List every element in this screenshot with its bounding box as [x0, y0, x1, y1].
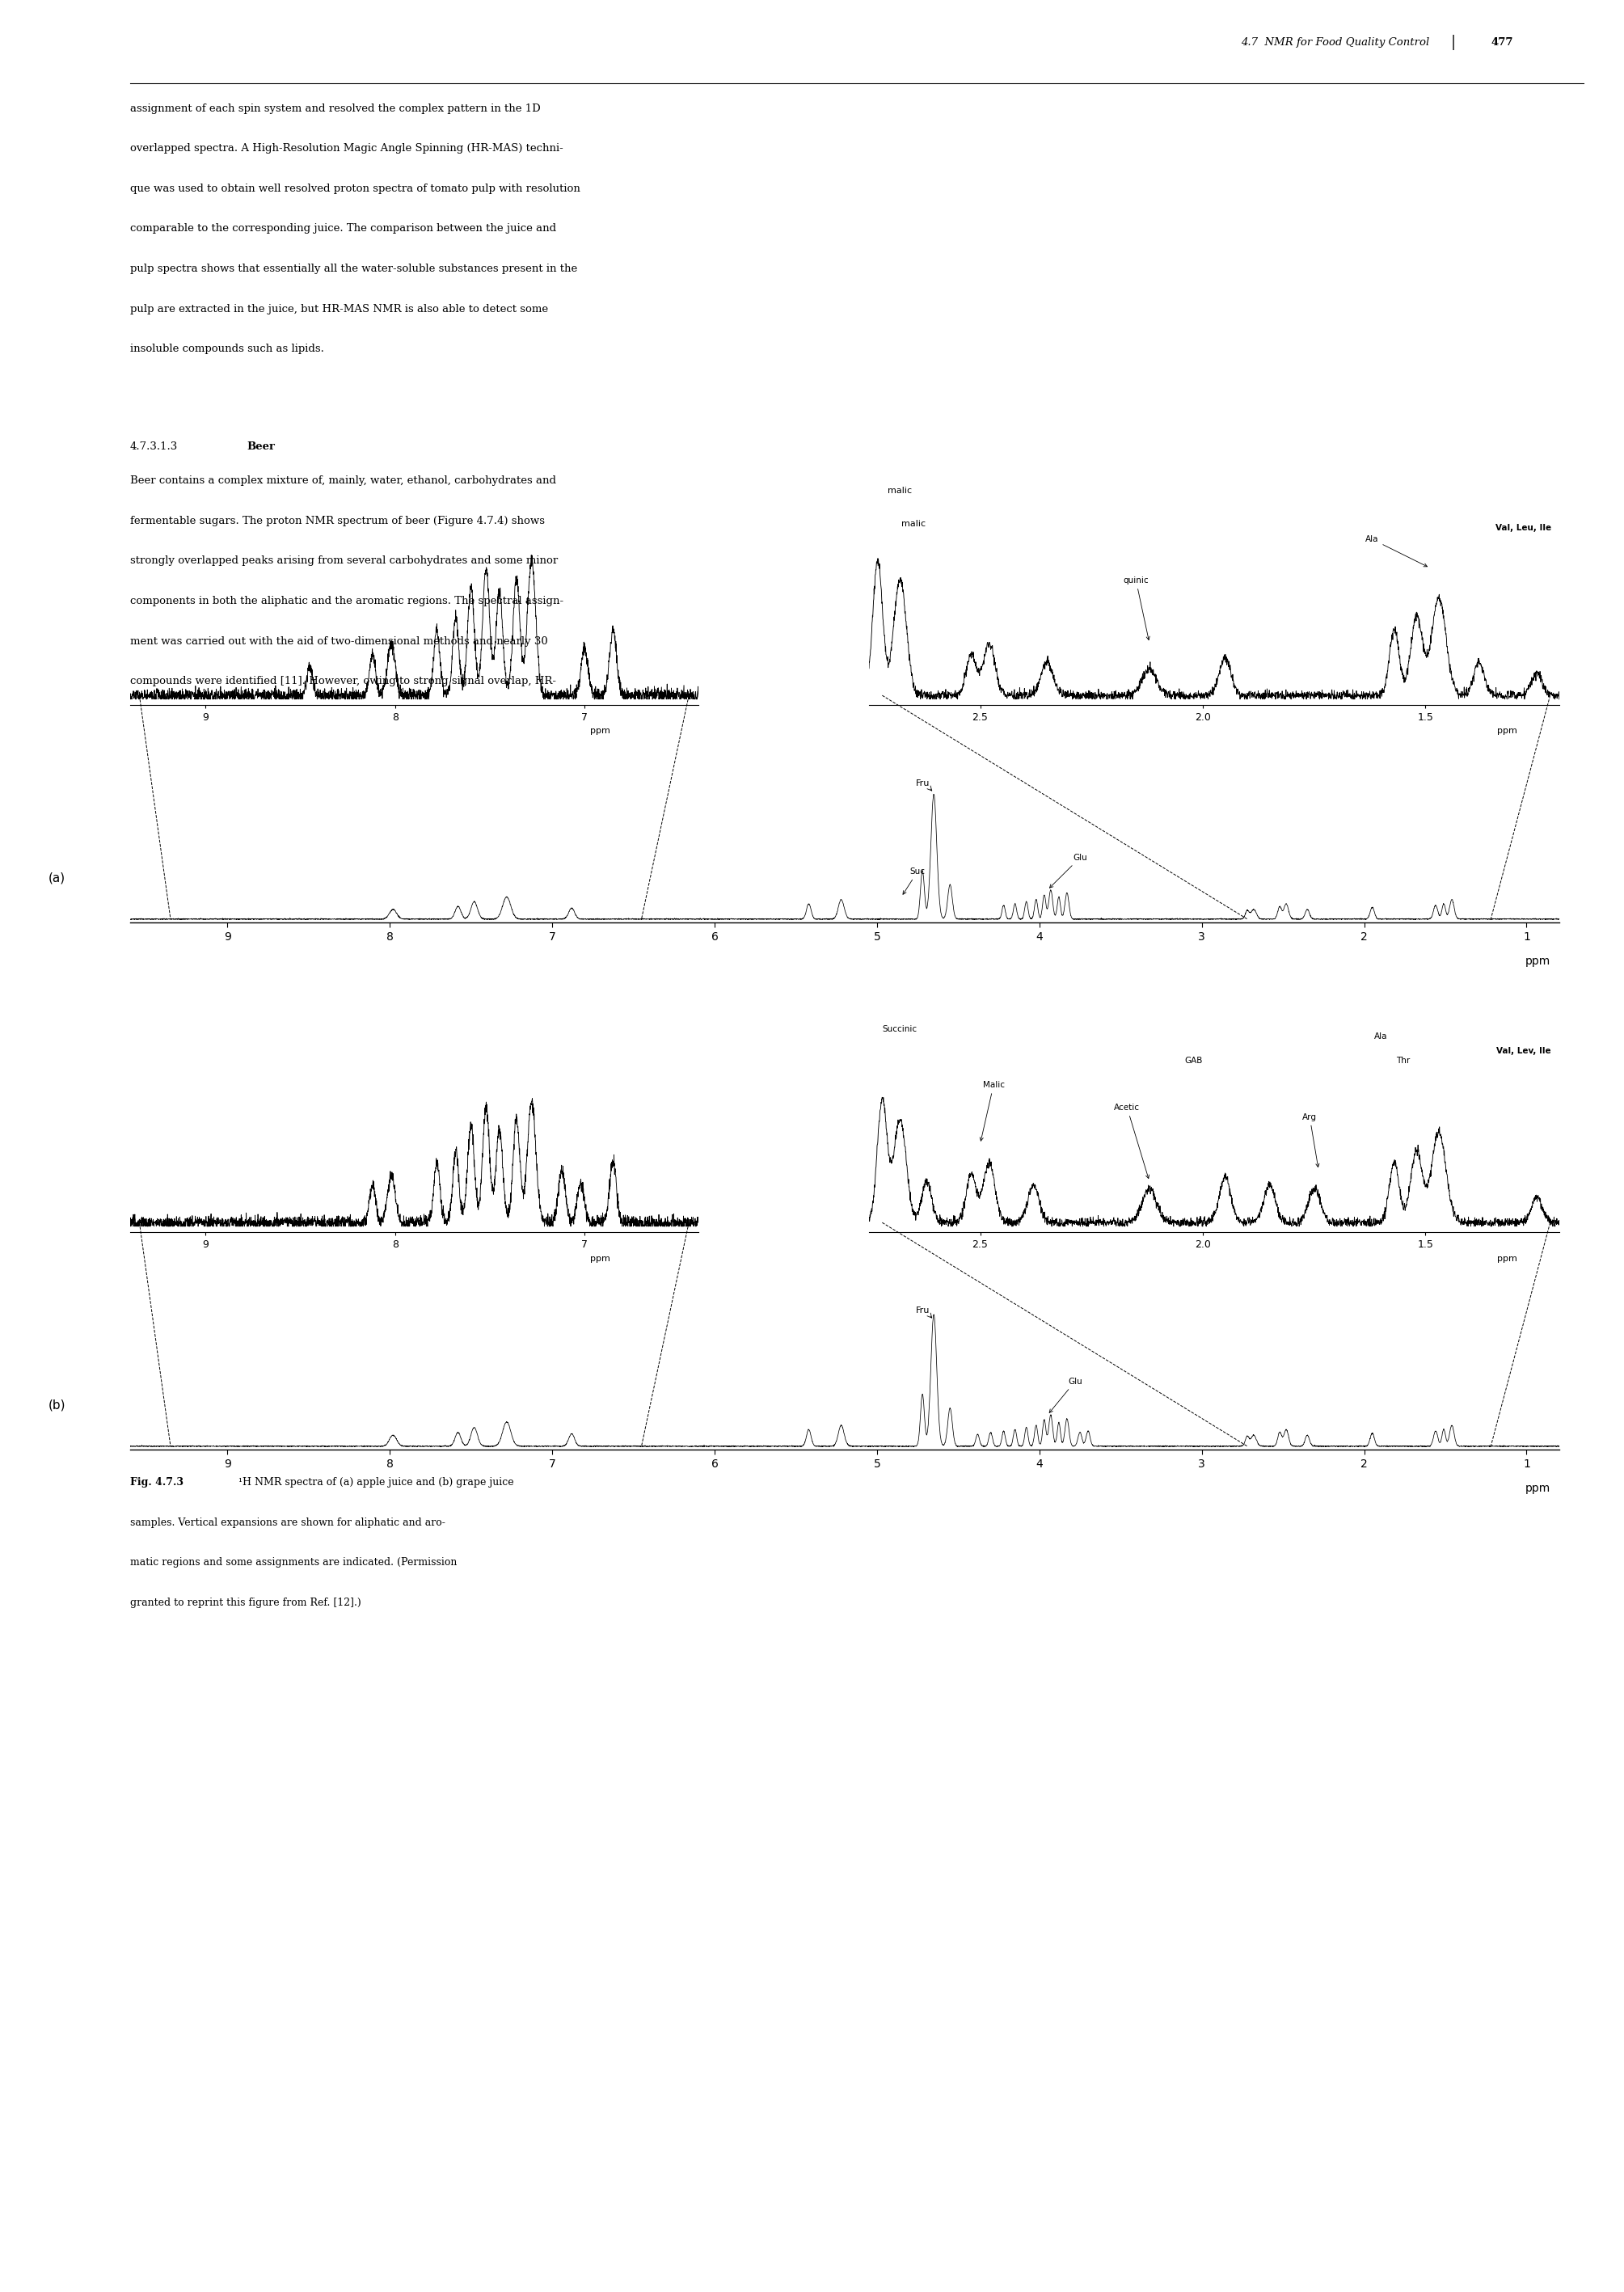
Text: pulp are extracted in the juice, but HR-MAS NMR is also able to detect some: pulp are extracted in the juice, but HR-…: [130, 305, 547, 314]
Text: Malic: Malic: [979, 1082, 1004, 1141]
Text: ¹H NMR spectra of (a) apple juice and (b) grape juice: ¹H NMR spectra of (a) apple juice and (b…: [235, 1478, 515, 1488]
Text: ppm: ppm: [1497, 1254, 1517, 1263]
Text: components in both the aliphatic and the aromatic regions. The spectral assign-: components in both the aliphatic and the…: [130, 596, 564, 607]
Text: Val, Lev, Ile: Val, Lev, Ile: [1496, 1047, 1551, 1054]
Text: Ala: Ala: [1374, 1031, 1387, 1041]
Text: |: |: [1450, 34, 1457, 50]
Text: Succinic: Succinic: [882, 1025, 918, 1034]
Text: 4.7.3.1.3: 4.7.3.1.3: [130, 440, 177, 452]
Text: Acetic: Acetic: [1114, 1102, 1150, 1178]
Text: pulp spectra shows that essentially all the water-soluble substances present in : pulp spectra shows that essentially all …: [130, 264, 577, 275]
Text: Beer: Beer: [247, 440, 274, 452]
X-axis label: ppm: ppm: [1525, 1483, 1551, 1494]
Text: compounds were identified [11]. However, owing to strong signal overlap, HR-: compounds were identified [11]. However,…: [130, 676, 555, 688]
Text: strongly overlapped peaks arising from several carbohydrates and some minor: strongly overlapped peaks arising from s…: [130, 557, 557, 566]
Text: Fru: Fru: [916, 779, 929, 788]
Text: overlapped spectra. A High-Resolution Magic Angle Spinning (HR-MAS) techni-: overlapped spectra. A High-Resolution Ma…: [130, 142, 564, 154]
Text: (b): (b): [49, 1398, 65, 1412]
Text: matic regions and some assignments are indicated. (Permission: matic regions and some assignments are i…: [130, 1559, 456, 1568]
Text: comparable to the corresponding juice. The comparison between the juice and: comparable to the corresponding juice. T…: [130, 222, 555, 234]
Text: Fru: Fru: [916, 1306, 929, 1316]
Text: Glu: Glu: [1049, 1377, 1082, 1412]
Text: ppm: ppm: [1497, 727, 1517, 736]
Text: fermentable sugars. The proton NMR spectrum of beer (Figure 4.7.4) shows: fermentable sugars. The proton NMR spect…: [130, 516, 544, 527]
Text: Arg: Arg: [1302, 1114, 1319, 1167]
X-axis label: ppm: ppm: [1525, 956, 1551, 967]
Text: ment was carried out with the aid of two-dimensional methods and nearly 30: ment was carried out with the aid of two…: [130, 635, 547, 646]
Text: samples. Vertical expansions are shown for aliphatic and aro-: samples. Vertical expansions are shown f…: [130, 1517, 445, 1529]
Text: Glu: Glu: [1049, 853, 1086, 887]
Text: insoluble compounds such as lipids.: insoluble compounds such as lipids.: [130, 344, 323, 355]
Text: 477: 477: [1491, 37, 1514, 48]
Text: Suc: Suc: [903, 869, 926, 894]
Text: malic: malic: [901, 520, 926, 527]
Text: Beer contains a complex mixture of, mainly, water, ethanol, carbohydrates and: Beer contains a complex mixture of, main…: [130, 477, 555, 486]
Text: GAB: GAB: [1186, 1057, 1203, 1066]
Text: Val, Leu, Ile: Val, Leu, Ile: [1496, 525, 1551, 532]
Text: malic: malic: [888, 486, 913, 495]
Text: Fig. 4.7.3: Fig. 4.7.3: [130, 1478, 184, 1488]
Text: assignment of each spin system and resolved the complex pattern in the 1D: assignment of each spin system and resol…: [130, 103, 541, 115]
Text: ppm: ppm: [591, 1254, 611, 1263]
Text: 4.7  NMR for Food Quality Control: 4.7 NMR for Food Quality Control: [1241, 37, 1429, 48]
Text: que was used to obtain well resolved proton spectra of tomato pulp with resoluti: que was used to obtain well resolved pro…: [130, 183, 580, 195]
Text: (a): (a): [49, 871, 65, 885]
Text: quinic: quinic: [1124, 575, 1150, 639]
Text: Thr: Thr: [1397, 1057, 1410, 1066]
Text: ppm: ppm: [591, 727, 611, 736]
Text: Ala: Ala: [1366, 534, 1427, 566]
Text: granted to reprint this figure from Ref. [12].): granted to reprint this figure from Ref.…: [130, 1598, 361, 1609]
